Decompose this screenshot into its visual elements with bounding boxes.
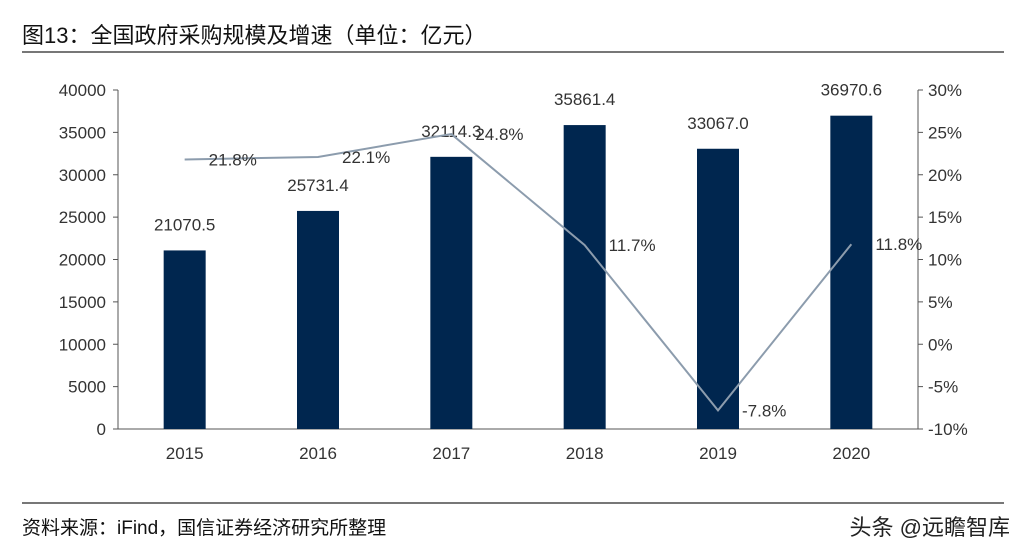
left-tick-label: 25000 [59, 208, 106, 227]
x-tick-label: 2018 [566, 444, 604, 463]
right-tick-label: -10% [928, 420, 968, 439]
left-tick-label: 15000 [59, 293, 106, 312]
left-tick-label: 30000 [59, 166, 106, 185]
bar-label: 25731.4 [287, 176, 348, 195]
right-tick-label: 0% [928, 335, 953, 354]
line-label: -7.8% [742, 401, 786, 420]
figure-title: 图13：全国政府采购规模及增速（单位：亿元） [22, 23, 487, 48]
bar [430, 156, 473, 430]
bar-label: 21070.5 [154, 215, 215, 234]
right-tick-label: 10% [928, 251, 962, 270]
right-tick-label: 25% [928, 123, 962, 142]
left-tick-label: 35000 [59, 123, 106, 142]
line-label: 11.8% [875, 235, 922, 254]
left-tick-label: 5000 [68, 378, 106, 397]
growth-line [184, 133, 853, 412]
x-tick-label: 2019 [699, 444, 737, 463]
x-tick-label: 2017 [432, 444, 470, 463]
bar-label: 36970.6 [821, 81, 882, 100]
bar [163, 250, 206, 429]
source-note: 资料来源：iFind，国信证券经济研究所整理 [22, 518, 387, 539]
bar [697, 148, 739, 429]
watermark: 头条 @远瞻智库 [849, 515, 1010, 540]
bar [563, 125, 606, 429]
right-tick-label: -5% [928, 378, 958, 397]
bar [297, 210, 339, 429]
footer-divider [22, 502, 1004, 504]
line-label: 11.7% [609, 236, 656, 255]
left-tick-label: 20000 [59, 251, 106, 270]
line-label: 24.8% [475, 125, 523, 144]
right-tick-label: 15% [928, 208, 962, 227]
line-label: 21.8% [209, 150, 257, 169]
bar-label: 35861.4 [554, 90, 615, 109]
title-divider [22, 51, 1004, 53]
right-tick-label: 5% [928, 293, 953, 312]
line-label: 22.1% [342, 148, 390, 167]
left-tick-label: 0 [97, 420, 106, 439]
x-tick-label: 2020 [832, 444, 870, 463]
right-tick-label: 20% [928, 166, 962, 185]
right-tick-label: 30% [928, 81, 962, 100]
bar-label: 33067.0 [687, 114, 748, 133]
bar [830, 115, 873, 429]
x-tick-label: 2016 [299, 444, 337, 463]
left-tick-label: 40000 [59, 81, 106, 100]
left-tick-label: 10000 [59, 335, 106, 354]
x-tick-label: 2015 [166, 444, 204, 463]
